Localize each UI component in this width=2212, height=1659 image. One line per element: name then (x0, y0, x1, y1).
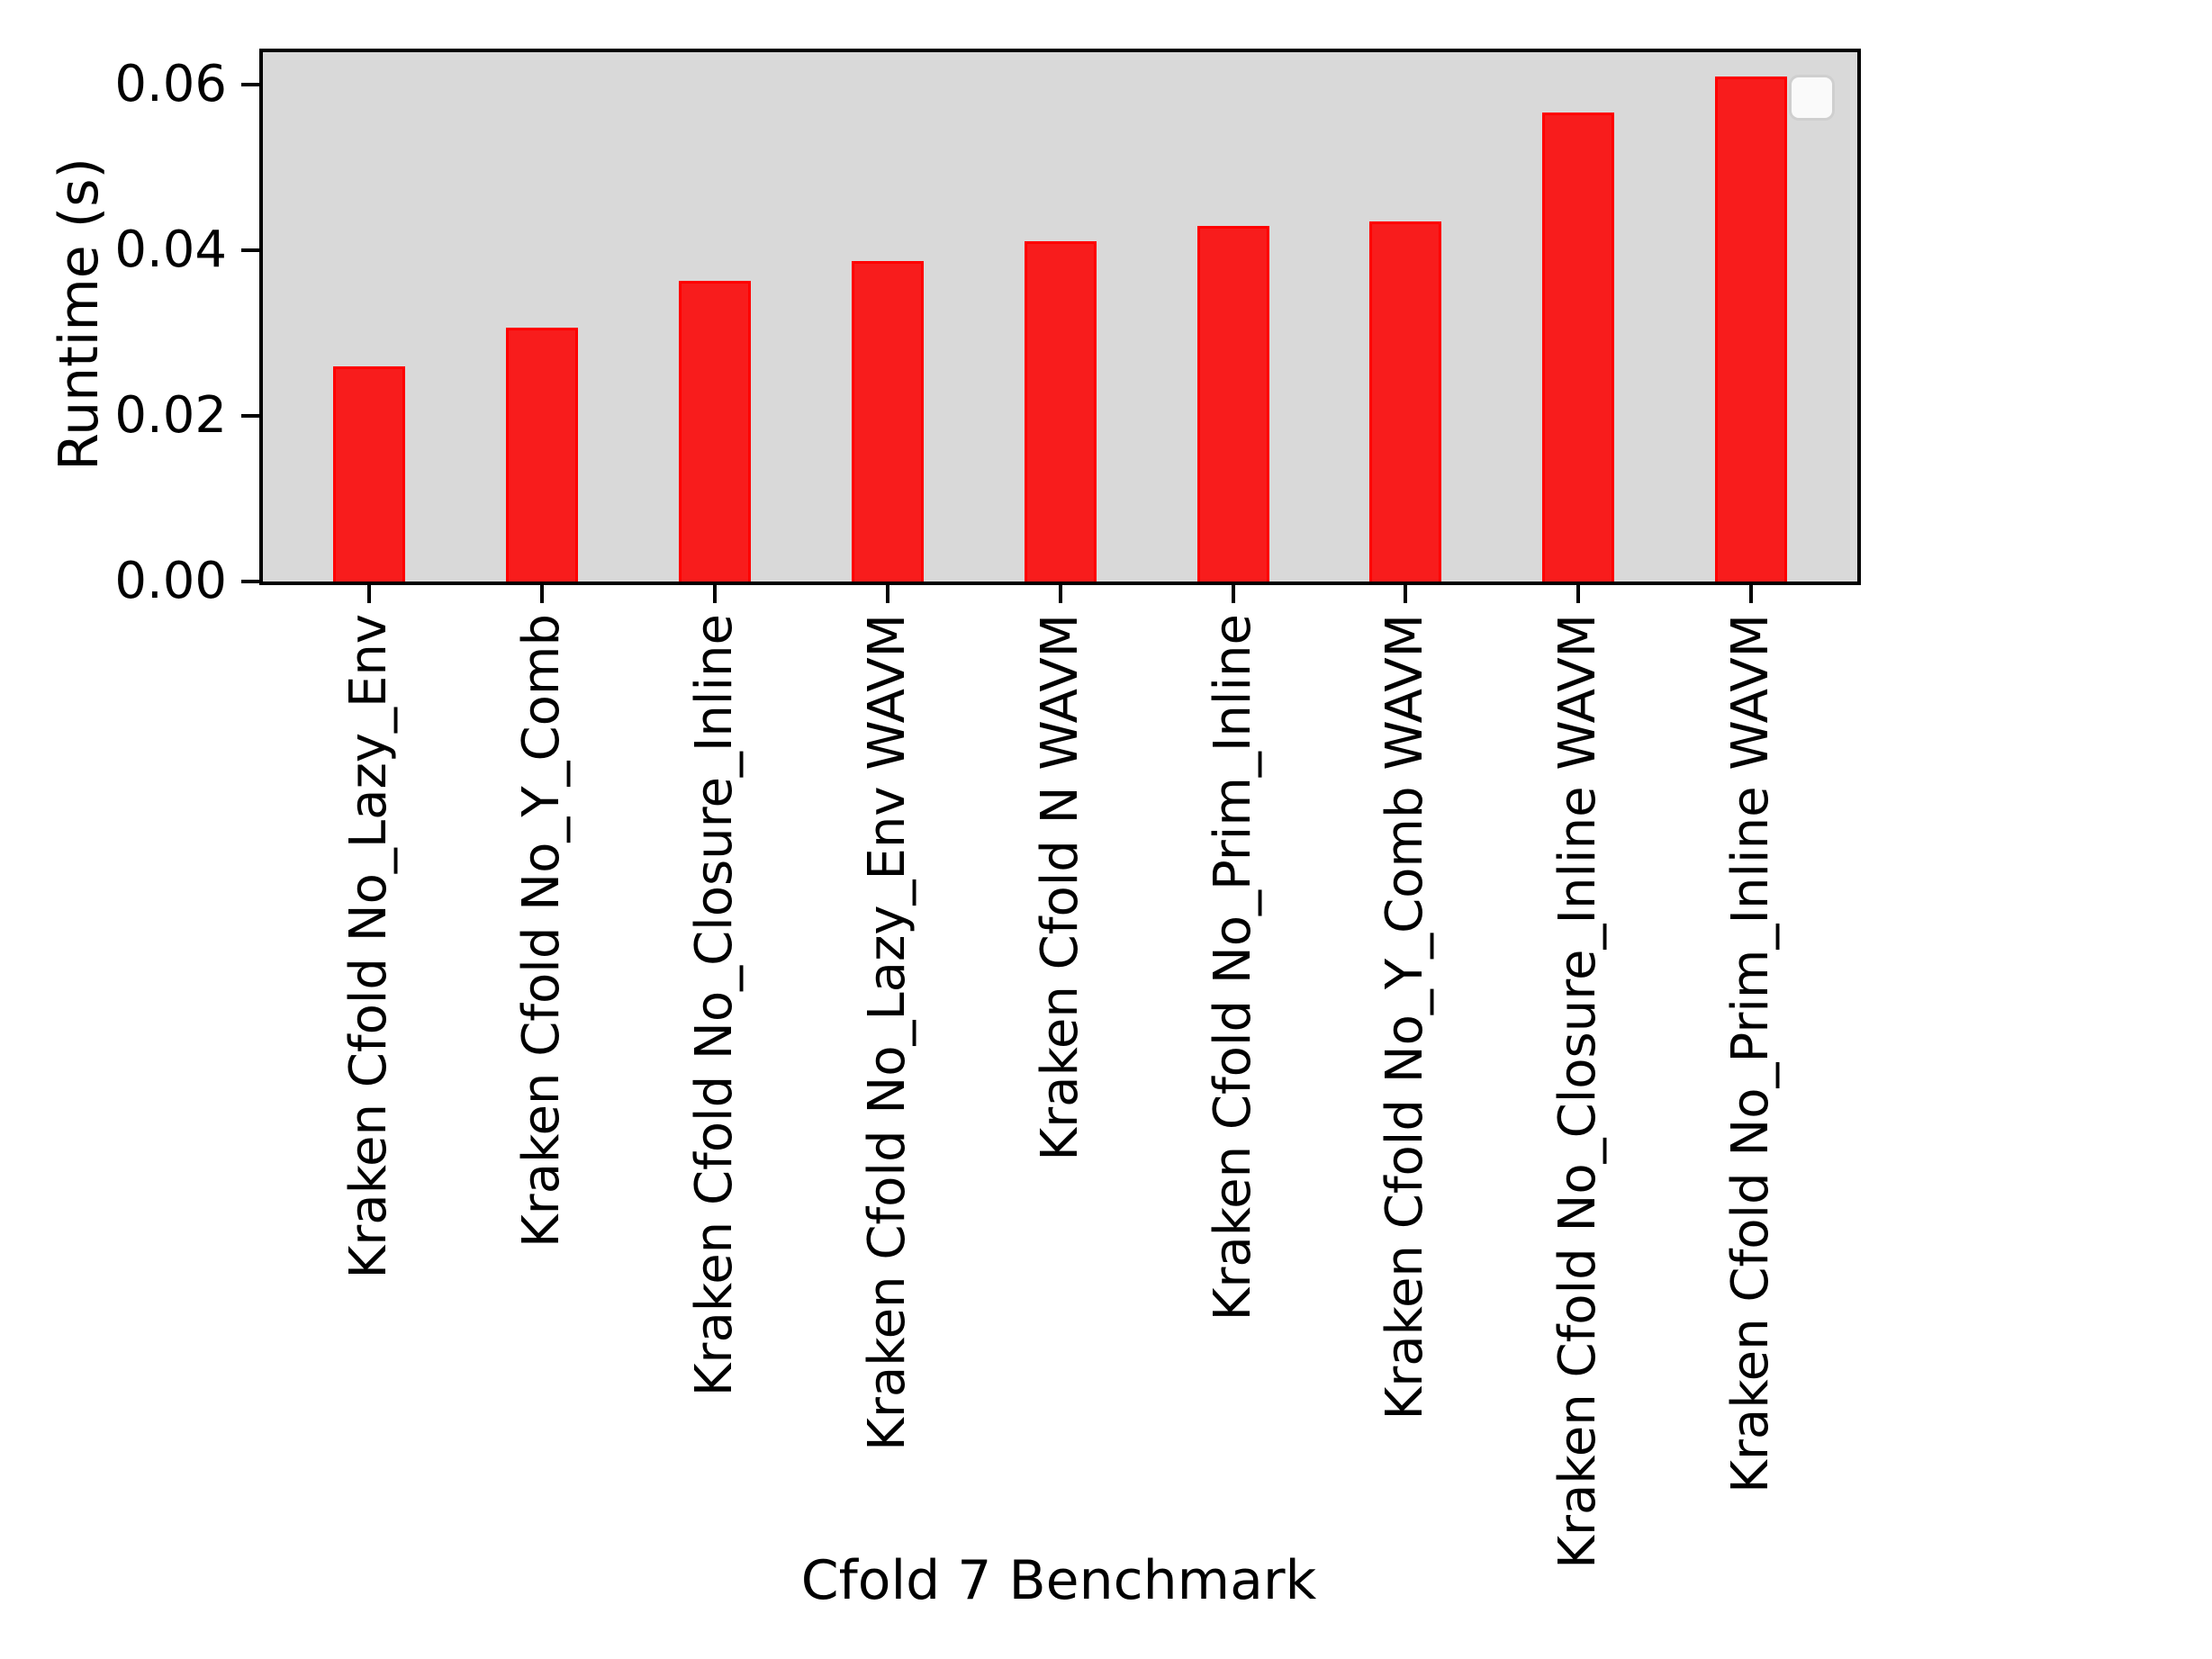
bar (851, 261, 924, 582)
bar (1196, 226, 1269, 582)
x-tick-mark (367, 585, 371, 603)
x-tick-mark (1749, 585, 1754, 603)
y-tick-mark (241, 413, 259, 418)
y-tick-mark (241, 580, 259, 583)
x-tick-mark (1576, 585, 1581, 603)
x-tick-label: Kraken Cfold No_Prim_Inline (1203, 614, 1262, 1321)
x-tick-mark (1231, 585, 1235, 603)
y-tick-mark (241, 82, 259, 86)
x-tick-label: Kraken Cfold No_Closure_Inline WAVM (1548, 614, 1608, 1569)
x-tick-label: Kraken Cfold No_Lazy_Env WAVM (857, 614, 916, 1451)
y-tick-mark (241, 248, 259, 252)
bar (333, 366, 405, 582)
y-axis-label: Runtime (s) (48, 158, 111, 471)
plot-area: Kraken Cfold No_Lazy_Env Kraken Cfold No_… (114, 49, 1861, 1569)
x-tick-mark (1404, 585, 1408, 603)
x-tick-mark (1058, 585, 1062, 603)
bar (1542, 113, 1615, 582)
x-tick-mark (885, 585, 889, 603)
x-tick-label: Kraken Cfold No_Prim_Inline WAVM (1721, 614, 1781, 1493)
bar (1024, 241, 1097, 582)
legend-box (1789, 75, 1835, 121)
y-tick-label: 0.00 (114, 552, 227, 610)
x-tick-label: Kraken Cfold No_Y_Comb WAVM (1376, 614, 1435, 1420)
y-tick-label: 0.06 (114, 54, 227, 113)
y-tick-label: 0.04 (114, 220, 227, 279)
x-tick-mark (712, 585, 717, 603)
bar (1715, 77, 1788, 582)
bar (505, 328, 578, 582)
x-tick-label: Kraken Cfold N WAVM (1030, 614, 1089, 1161)
x-tick-label: Kraken Cfold No_Lazy_Env (339, 614, 398, 1279)
x-tick-label: Kraken Cfold No_Closure_Inline (684, 614, 744, 1397)
x-axis-label: Cfold 7 Benchmark (800, 1549, 1317, 1612)
y-tick-label: 0.02 (114, 385, 227, 445)
x-tick-label: Kraken Cfold No_Y_Comb (511, 614, 571, 1249)
bar (678, 281, 751, 582)
x-tick-mark (539, 585, 544, 603)
bar (1369, 221, 1442, 582)
